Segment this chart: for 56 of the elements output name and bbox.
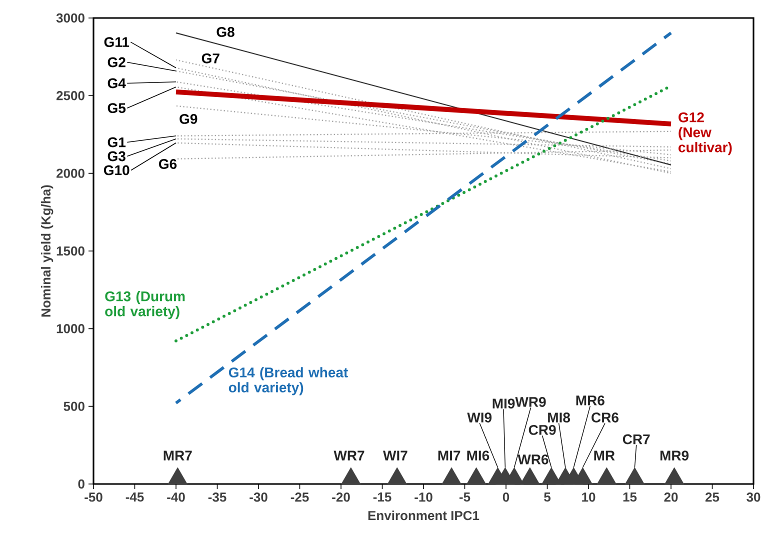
series-label: G12 (New cultivar): [678, 112, 732, 156]
series-label: G13 (Durum old variety): [105, 291, 185, 320]
text: G3: [108, 151, 126, 162]
x-tick-label: -5: [459, 492, 470, 502]
annotation: WI7: [383, 450, 408, 460]
annotation: MI8: [548, 412, 570, 422]
y-tick-label: 3000: [56, 13, 84, 23]
x-tick-label: -25: [290, 492, 309, 502]
y-axis-title: Nominal yield (Kg/ha): [41, 185, 54, 317]
y-tick-label: 2000: [56, 168, 84, 178]
annotation: CR6: [592, 412, 618, 422]
y-tick-label: 1500: [56, 246, 84, 256]
x-tick-label: -20: [332, 492, 350, 502]
x-tick-label: -10: [414, 492, 432, 502]
annotation: MR: [594, 450, 615, 460]
y-tick-label: 500: [64, 402, 84, 411]
text: G5: [108, 103, 126, 114]
x-tick-label: 15: [623, 492, 637, 502]
x-tick-label: 0: [502, 492, 510, 502]
y-tick-label: 2500: [56, 91, 84, 100]
x-tick-label: -50: [84, 492, 102, 502]
annotation: MR6: [576, 395, 604, 406]
series-label: G14 (Bread wheat old variety): [228, 367, 348, 396]
text: G1: [108, 137, 126, 148]
x-tick-label: -45: [126, 492, 144, 502]
y-tick-label: 0: [78, 479, 84, 489]
x-tick-label: -40: [167, 492, 185, 502]
annotation: WR9: [515, 397, 546, 407]
annotation: WI9: [467, 412, 492, 422]
x-tick-label: 10: [582, 492, 596, 502]
text: G4: [108, 78, 126, 88]
x-tick-label: -30: [250, 492, 268, 502]
x-tick-label: -15: [373, 492, 392, 502]
x-tick-label: 20: [664, 492, 678, 502]
x-tick-label: 5: [544, 492, 551, 502]
annotation: WR7: [334, 450, 364, 460]
annotation: MR9: [660, 450, 689, 461]
annotation: MI7: [438, 450, 460, 460]
annotation: MI6: [467, 450, 490, 461]
annotation: MR7: [164, 450, 192, 460]
annotation: MI9: [492, 398, 515, 408]
text: G2: [108, 57, 126, 68]
series-label: G7: [202, 53, 220, 64]
annotation: CR9: [528, 424, 556, 435]
text: G11: [104, 37, 130, 48]
annotation: WR6: [518, 454, 548, 464]
x-axis-title: Environment IPC1: [368, 510, 480, 520]
y-tick-label: 1000: [56, 324, 84, 334]
series-label: G6: [158, 159, 177, 169]
text: G10: [104, 165, 130, 176]
annotation: CR7: [622, 434, 650, 444]
series-label: G8: [216, 27, 234, 37]
series-label: G9: [180, 114, 198, 124]
x-tick-label: 30: [746, 492, 760, 502]
x-tick-label: -35: [208, 492, 226, 502]
x-tick-label: 25: [705, 492, 720, 502]
